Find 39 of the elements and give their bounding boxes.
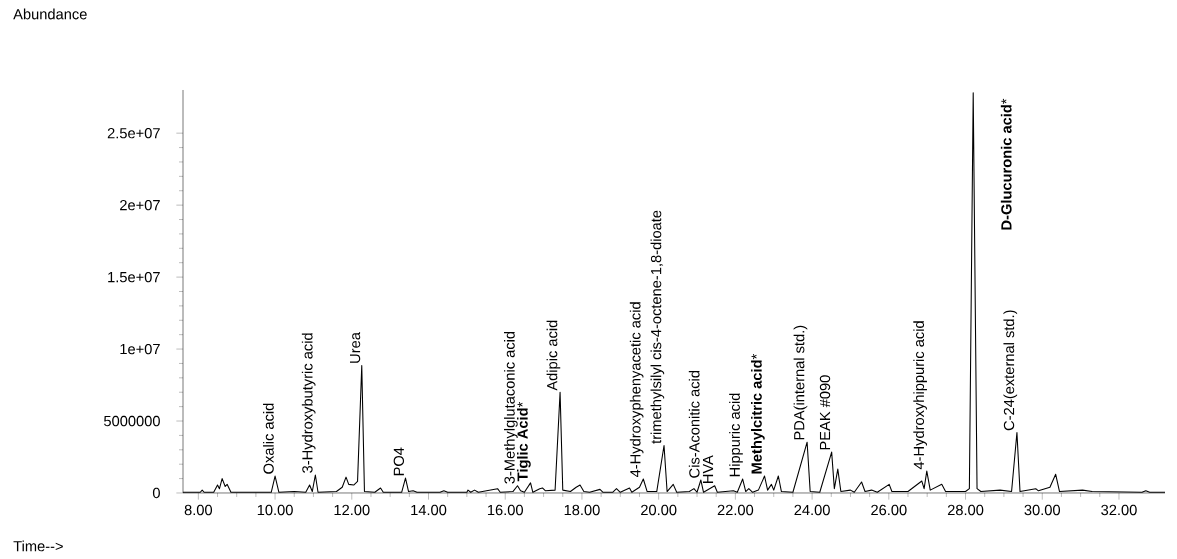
- x-tick-label: 20.00: [641, 504, 677, 516]
- annotation: 3-Methylglutaconic acid: [504, 331, 518, 484]
- annotation: Cis-Aconitic acid: [688, 371, 700, 478]
- y-tick-label: 1.5e+07: [108, 271, 160, 283]
- annotation: PDA(internal std.): [793, 325, 808, 440]
- annotation: 4-Hydroxyphenyacetic acid: [629, 302, 644, 478]
- annotation: D-Glucuronic acid*: [1000, 98, 1012, 230]
- x-tick-label: 22.00: [717, 504, 754, 516]
- annotation: 3-Hydroxybutyric acid: [301, 333, 316, 473]
- annotation: Hippuric acid: [729, 393, 743, 477]
- y-tick-label: 2e+07: [120, 199, 160, 211]
- x-tick-label: 30.00: [1024, 504, 1061, 516]
- annotation: PO4: [393, 447, 405, 476]
- annotation: Adipic acid: [546, 320, 561, 391]
- y-tick-label: 5000000: [104, 415, 160, 427]
- y-tick-label: 0: [152, 487, 160, 499]
- x-tick-label: 32.00: [1101, 504, 1137, 516]
- x-tick-label: 10.00: [257, 504, 293, 516]
- x-tick-label: 18.00: [564, 504, 600, 516]
- x-tick-label: 14.00: [411, 504, 447, 516]
- x-tick-label: 8.00: [184, 504, 213, 516]
- y-tick-label: 1e+07: [120, 343, 160, 355]
- annotation: Urea: [349, 332, 361, 363]
- annotation: trimethylsilyl cis-4-octene-1,8-dioate: [650, 210, 665, 444]
- x-axis-title: Time-->: [13, 540, 63, 552]
- x-tick-label: 24.00: [794, 504, 830, 516]
- x-tick-label: 28.00: [947, 504, 984, 516]
- x-tick-label: 12.00: [334, 504, 370, 516]
- annotation: PEAK #090: [819, 375, 831, 450]
- annotation: HVA: [702, 455, 714, 483]
- y-axis-title: Abundance: [13, 8, 87, 20]
- annotation: C-24(external std.): [1003, 310, 1018, 431]
- annotation: Methylcitric acid*: [751, 354, 765, 474]
- y-tick-label: 2.5e+07: [107, 127, 160, 139]
- annotation: Tiglic Acid*: [517, 401, 531, 482]
- x-tick-label: 16.00: [487, 504, 523, 516]
- annotation: Oxalic acid: [263, 403, 274, 474]
- x-tick-label: 26.00: [871, 504, 907, 516]
- annotation: 4-Hydroxyhippuric acid: [913, 321, 927, 470]
